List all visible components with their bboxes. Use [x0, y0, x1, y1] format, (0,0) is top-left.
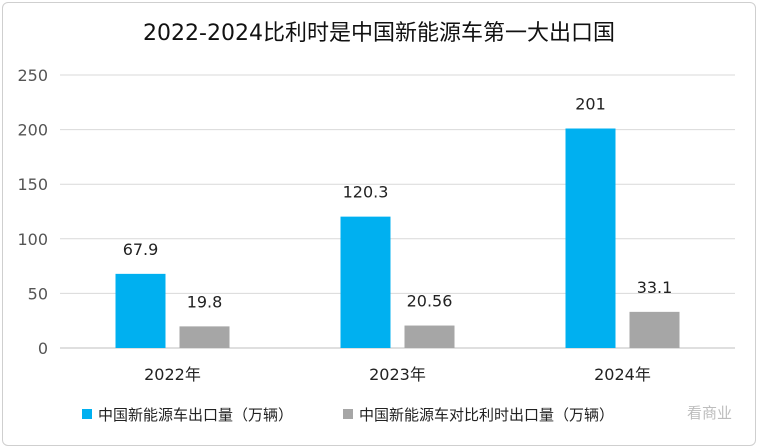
- bar-belgium-export: [629, 311, 680, 348]
- bar-total-export: [565, 128, 616, 348]
- legend-label: 中国新能源车出口量（万辆）: [98, 406, 293, 424]
- bars: [115, 128, 680, 348]
- data-label: 19.8: [187, 292, 223, 311]
- data-labels: 67.9 19.8 120.3 20.56 201 33.1: [123, 95, 673, 312]
- y-tick-label: 0: [38, 339, 48, 358]
- data-label: 120.3: [343, 183, 389, 202]
- data-label: 67.9: [123, 240, 159, 259]
- data-label: 20.56: [407, 292, 453, 311]
- gridlines: [60, 74, 735, 349]
- y-axis-ticks: 0 50 100 150 200 250: [17, 66, 48, 358]
- legend-label: 中国新能源车对比利时出口量（万辆）: [359, 406, 614, 424]
- x-category-label: 2024年: [594, 365, 651, 384]
- bar-belgium-export: [179, 326, 230, 348]
- y-tick-label: 250: [17, 66, 48, 85]
- chart-title: 2022-2024比利时是中国新能源车第一大出口国: [143, 21, 615, 46]
- x-category-label: 2023年: [369, 365, 426, 384]
- y-tick-label: 50: [28, 284, 48, 303]
- bar-total-export: [340, 216, 391, 348]
- legend: 中国新能源车出口量（万辆） 中国新能源车对比利时出口量（万辆）: [82, 406, 614, 424]
- data-label: 33.1: [637, 278, 673, 297]
- x-axis-categories: 2022年 2023年 2024年: [144, 365, 651, 384]
- x-category-label: 2022年: [144, 365, 201, 384]
- y-tick-label: 200: [17, 121, 48, 140]
- data-label: 201: [575, 95, 606, 114]
- y-tick-label: 100: [17, 230, 48, 249]
- watermark-text: 看商业: [687, 404, 732, 422]
- legend-swatch: [343, 409, 353, 419]
- legend-swatch: [82, 409, 92, 419]
- bar-belgium-export: [404, 325, 455, 348]
- bar-total-export: [115, 273, 166, 348]
- y-tick-label: 150: [17, 175, 48, 194]
